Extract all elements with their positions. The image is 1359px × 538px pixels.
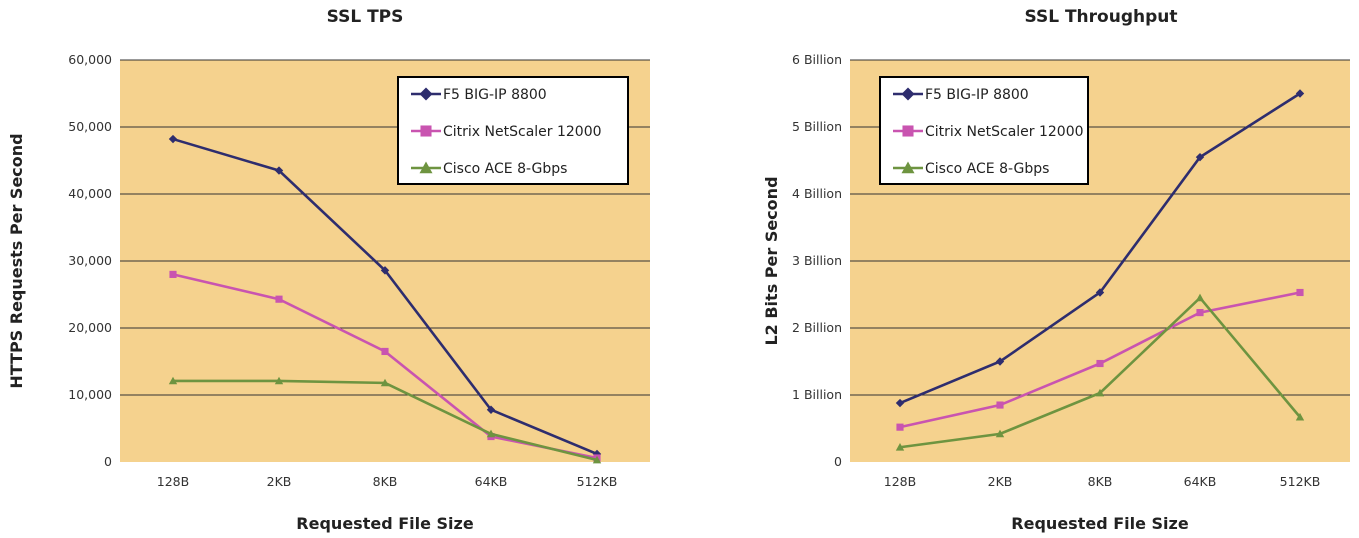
data-point (275, 295, 283, 303)
x-tick-label: 8KB (373, 474, 398, 489)
y-tick-label: 30,000 (68, 253, 112, 268)
data-point (995, 357, 1005, 366)
y-tick-label: 5 Billion (792, 119, 842, 134)
data-point (486, 429, 496, 438)
series-diamond (168, 134, 602, 459)
triangle-icon (419, 161, 433, 174)
x-axis-title: Requested File Size (296, 514, 474, 533)
legend-label: Cisco ACE 8-Gbps (443, 161, 567, 177)
x-tick-label: 512KB (577, 474, 618, 489)
series-diamond (895, 89, 1305, 408)
y-tick-label: 50,000 (68, 119, 112, 134)
x-tick-label: 512KB (1280, 474, 1321, 489)
data-point (895, 443, 905, 451)
x-axis-title: Requested File Size (1011, 514, 1189, 533)
legend-label: Citrix NetScaler 12000 (925, 124, 1084, 140)
data-point (592, 455, 602, 464)
y-tick-label: 10,000 (68, 387, 112, 402)
data-point (1296, 288, 1304, 297)
diamond-icon (419, 87, 433, 101)
legend: F5 BIG-IP 8800 Citrix NetScaler 12000 Cisc… (879, 76, 1089, 185)
data-point (1295, 89, 1305, 98)
series-triangle (895, 293, 1305, 451)
x-tick-label: 2KB (988, 474, 1013, 489)
y-axis-title: HTTPS Requests Per Second (7, 133, 26, 388)
data-point (1195, 293, 1205, 302)
x-tick-label: 64KB (1184, 474, 1217, 489)
x-tick-label: 128B (884, 474, 916, 489)
legend: F5 BIG-IP 8800 Citrix NetScaler 12000 Cisc… (397, 76, 629, 185)
y-tick-label: 1 Billion (792, 387, 842, 402)
data-point (996, 401, 1004, 409)
y-tick-label: 3 Billion (792, 253, 842, 268)
chart-1: SSL TPS 0 10,000 20,000 30,000 40,000 50,000 60… (7, 7, 650, 533)
legend-label: Citrix NetScaler 12000 (443, 124, 602, 140)
y-tick-label: 6 Billion (792, 52, 842, 67)
y-tick-label: 60,000 (68, 52, 112, 67)
data-point (895, 398, 905, 408)
y-tick-label: 4 Billion (792, 186, 842, 201)
chart-title: SSL Throughput (1024, 7, 1177, 27)
square-icon (420, 125, 432, 137)
legend-label: F5 BIG-IP 8800 (443, 87, 547, 103)
data-point (1295, 412, 1305, 421)
data-point (169, 270, 177, 278)
y-tick-label: 2 Billion (792, 320, 842, 335)
x-tick-label: 64KB (475, 474, 508, 489)
data-point (486, 405, 496, 414)
data-point (995, 429, 1005, 438)
data-point (381, 347, 389, 356)
legend-label: F5 BIG-IP 8800 (925, 87, 1029, 103)
data-point (1095, 388, 1105, 397)
data-point (1196, 309, 1204, 317)
x-tick-label: 8KB (1088, 474, 1113, 489)
diamond-icon (901, 87, 915, 101)
y-tick-label: 0 (834, 454, 842, 469)
square-icon (902, 125, 914, 137)
x-tick-label: 128B (157, 474, 189, 489)
y-tick-label: 20,000 (68, 320, 112, 335)
data-point (274, 376, 284, 385)
data-point (168, 376, 178, 385)
chart-title: SSL TPS (327, 7, 404, 27)
data-point (274, 166, 284, 175)
y-tick-label: 0 (104, 454, 112, 469)
y-tick-label: 40,000 (68, 186, 112, 201)
data-point (168, 134, 178, 144)
series-square (896, 288, 1304, 431)
legend-label: Cisco ACE 8-Gbps (925, 161, 1049, 177)
series-triangle (168, 376, 602, 464)
triangle-icon (901, 161, 915, 174)
data-point (380, 378, 390, 387)
x-tick-label: 2KB (267, 474, 292, 489)
chart-2: SSL Throughput 0 1 Billion 2 Billion 3 Billi… (762, 7, 1350, 533)
data-point (1096, 359, 1104, 368)
data-point (1095, 288, 1105, 297)
data-point (896, 423, 904, 431)
data-point (380, 266, 390, 275)
y-axis-title: L2 Bits Per Second (762, 176, 781, 345)
data-point (1195, 152, 1205, 162)
